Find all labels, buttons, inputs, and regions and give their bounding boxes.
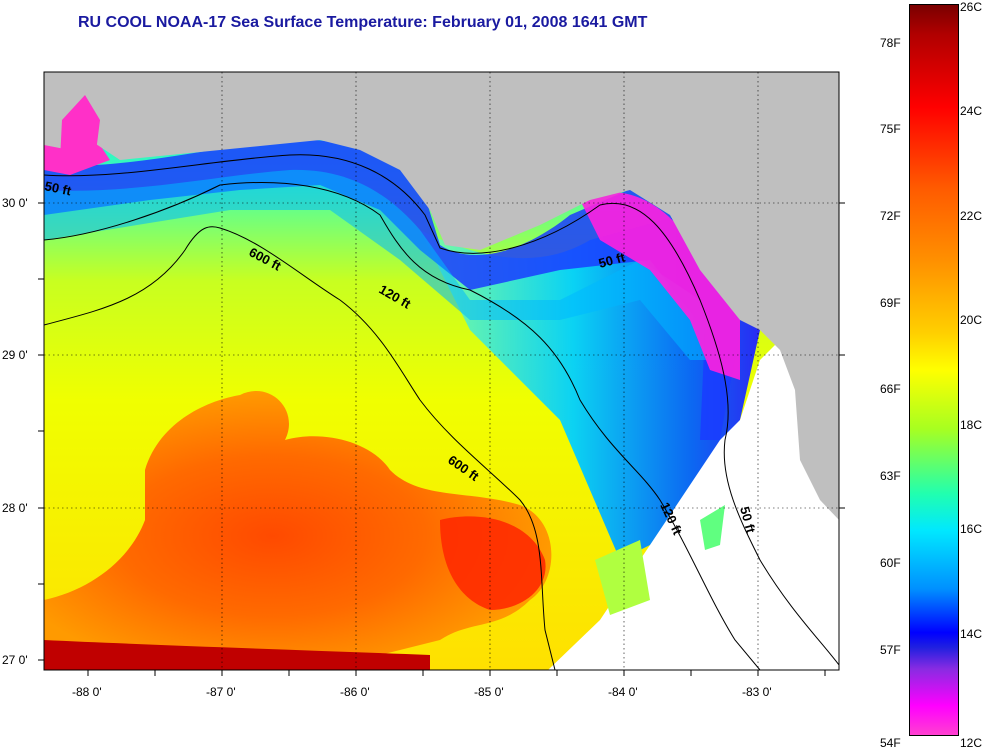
lat-label-27: 27 0' [2,653,28,667]
contour-label-50ft-west: 50 ft [43,178,73,198]
temperature-colorbar [909,4,959,736]
cbar-f-72: 72F [880,209,901,223]
lat-label-30: 30 0' [2,196,28,210]
cbar-f-54: 54F [880,736,901,750]
axis-ticks [38,202,845,676]
cbar-c-12: 12C [960,736,983,750]
land-mass [44,72,839,520]
sst-map[interactable]: 30 0' 29 0' 28 0' 27 0' -88 0' -87 0' -8… [0,0,905,754]
map-title: RU COOL NOAA-17 Sea Surface Temperature:… [78,14,648,31]
cbar-f-78: 78F [880,36,901,50]
cbar-c-22: 22C [960,209,983,223]
cbar-f-75: 75F [880,122,901,136]
cbar-c-14: 14C [960,627,983,641]
cbar-f-66: 66F [880,382,901,396]
cbar-f-60: 60F [880,556,901,570]
grid-lines [44,72,839,670]
lon-label-87: -87 0' [206,685,236,699]
cbar-c-26: 26C [960,0,983,14]
cbar-c-24: 24C [960,104,983,118]
contour-120ft [44,182,761,670]
cbar-c-20: 20C [960,313,983,327]
lon-label-84: -84 0' [608,685,638,699]
lon-label-88: -88 0' [72,685,102,699]
cbar-f-63: 63F [880,469,901,483]
contour-label-50ft-south: 50 ft [737,505,759,535]
map-frame [43,71,840,671]
lat-label-28: 28 0' [2,501,28,515]
lon-label-85: -85 0' [474,685,504,699]
cbar-f-69: 69F [880,296,901,310]
cbar-c-18: 18C [960,418,983,432]
cbar-f-57: 57F [880,643,901,657]
contour-600ft [44,226,556,670]
lat-label-29: 29 0' [2,348,28,362]
contour-label-50ft-bigbend: 50 ft [597,249,627,271]
lon-label-86: -86 0' [340,685,370,699]
lon-label-83: -83 0' [742,685,772,699]
cbar-c-16: 16C [960,522,983,536]
contour-50ft [44,154,839,666]
